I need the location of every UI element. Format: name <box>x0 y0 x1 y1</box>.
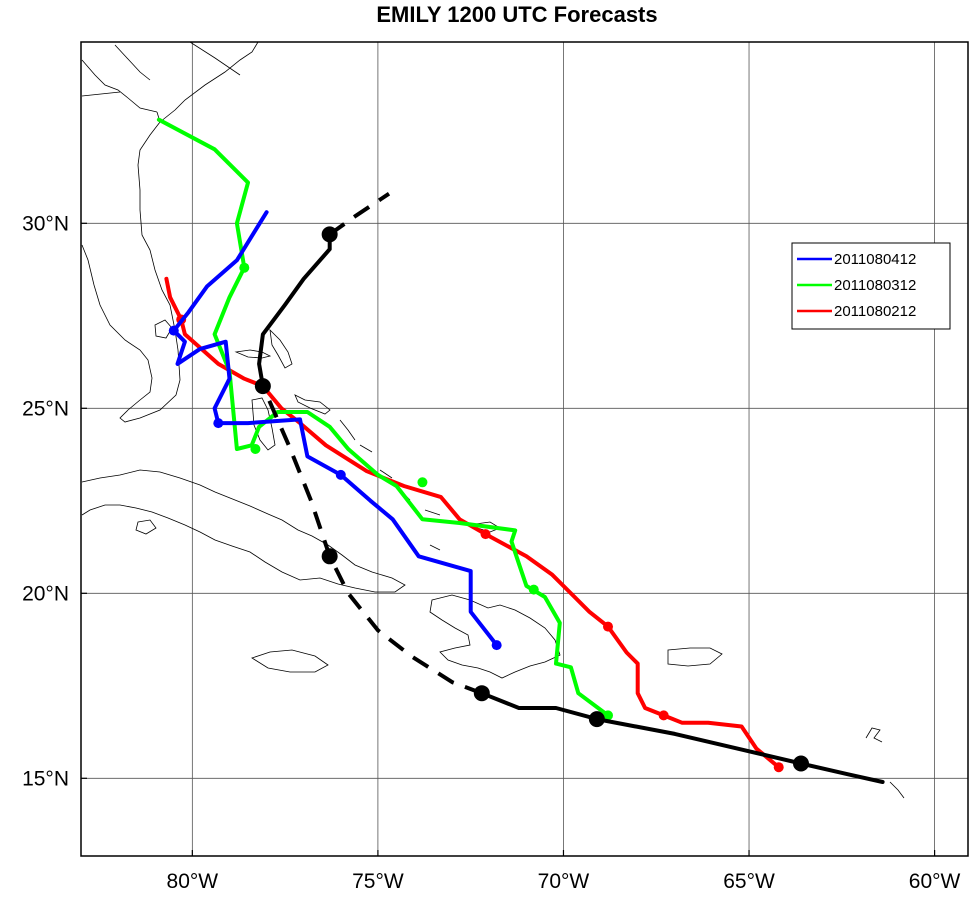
track-2011080412 <box>171 210 499 648</box>
tick-label-y: 25°N <box>22 397 69 420</box>
best-track-point <box>321 548 338 565</box>
bahamas-grand-bahama <box>234 349 272 359</box>
tick-label-y: 15°N <box>22 767 69 790</box>
isle-of-youth <box>135 519 157 535</box>
track-point-2011080412 <box>168 325 179 336</box>
track-point-2011080212 <box>658 710 669 721</box>
legend-label-2011080212: 2011080212 <box>834 303 916 320</box>
track-point-2011080312 <box>239 262 250 273</box>
best-track-point <box>792 755 809 772</box>
forecast-tracks <box>156 117 885 784</box>
lesser-antilles <box>865 727 905 799</box>
track-point-2011080212 <box>603 621 614 632</box>
hispaniola <box>429 594 561 679</box>
track-point-2011080212 <box>480 529 491 540</box>
tick-label-x: 80°W <box>167 870 219 893</box>
legend: 2011080412 2011080312 2011080212 <box>791 242 951 330</box>
plot-area <box>81 42 968 856</box>
coastline-florida <box>81 111 181 423</box>
legend-label-2011080312: 2011080312 <box>834 277 916 294</box>
gridlines <box>81 42 968 856</box>
coastlines <box>81 42 905 799</box>
track-point-2011080312 <box>417 477 428 488</box>
best-track-point <box>473 685 490 702</box>
track-point-2011080412 <box>213 418 224 429</box>
best-track-solid <box>479 691 885 784</box>
lake-okeechobee <box>154 319 173 339</box>
bahamas-abaco <box>269 328 293 369</box>
best-track-point <box>254 378 271 395</box>
best-track-dashed <box>261 385 483 696</box>
cuba <box>81 469 406 593</box>
plot-frame <box>80 41 969 857</box>
coastline-carolinas <box>159 42 259 123</box>
track-point-2011080212 <box>773 762 784 773</box>
track-point-2011080412 <box>335 469 346 480</box>
tick-label-x: 65°W <box>723 870 775 893</box>
tick-label-x: 75°W <box>352 870 404 893</box>
axis-ticks: 80°W 75°W 70°W 65°W 60°W 30°N 25°N 20°N 15°N <box>22 212 960 893</box>
track-point-2011080312 <box>528 584 539 595</box>
best-track-point <box>321 226 338 243</box>
map-title: EMILY 1200 UTC Forecasts <box>376 2 657 27</box>
track-point-2011080312 <box>603 710 614 721</box>
best-track-point <box>588 711 605 728</box>
tick-label-y: 30°N <box>22 212 69 235</box>
best-track-dashed <box>328 192 391 237</box>
bahamas-eleuthera <box>294 394 331 415</box>
state-border <box>81 42 241 97</box>
best-track-solid <box>257 232 332 389</box>
tick-label-x: 60°W <box>909 870 961 893</box>
legend-label-2011080412: 2011080412 <box>834 251 916 268</box>
jamaica <box>251 649 329 673</box>
tick-label-x: 70°W <box>538 870 590 893</box>
puerto-rico <box>667 647 723 667</box>
tick-label-y: 20°N <box>22 582 69 605</box>
track-point-2011080412 <box>491 640 502 651</box>
track-2011080312 <box>156 117 610 718</box>
coastline-georgia <box>81 59 158 113</box>
track-point-2011080312 <box>250 444 261 454</box>
